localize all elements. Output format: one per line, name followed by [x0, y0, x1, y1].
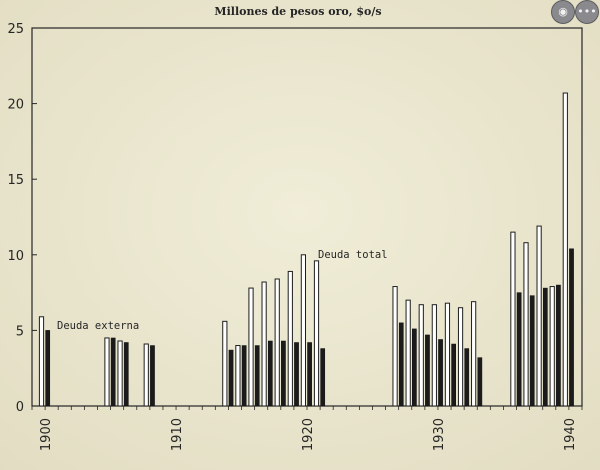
bar-deuda-total [235, 345, 241, 407]
bar-deuda-externa [110, 337, 116, 407]
bar-deuda-externa [451, 343, 456, 407]
x-tick-label: 1910 [170, 418, 185, 451]
y-tick-label: 0 [16, 400, 24, 415]
bar-deuda-total [549, 286, 555, 407]
bar-deuda-externa [412, 328, 417, 407]
bar-deuda-total [431, 304, 437, 407]
bar-deuda-externa [542, 287, 548, 407]
bar-deuda-externa [294, 342, 299, 407]
y-tick-label: 25 [7, 22, 24, 37]
bar-deuda-externa [477, 357, 483, 407]
bar-deuda-total [117, 340, 123, 407]
bar-deuda-externa [425, 334, 430, 407]
bar-deuda-externa [307, 342, 312, 407]
bar-deuda-externa [150, 345, 155, 407]
bar-deuda-total [104, 337, 110, 407]
bar-deuda-total [274, 278, 280, 407]
bar-deuda-externa [320, 348, 326, 407]
bar-deuda-externa [254, 345, 260, 407]
bar-deuda-externa [241, 345, 247, 407]
bar-deuda-externa [123, 342, 129, 407]
bar-deuda-externa [556, 284, 561, 407]
bar-deuda-total [523, 242, 529, 407]
annotation-deuda-total: Deuda total [318, 249, 388, 261]
bar-deuda-total [457, 307, 464, 407]
bar-deuda-externa [267, 340, 273, 407]
bar-deuda-total [287, 270, 293, 407]
y-tick-label: 10 [7, 249, 24, 264]
y-tick-label: 5 [16, 324, 24, 339]
bar-deuda-total [418, 304, 424, 407]
bar-deuda-total [38, 316, 45, 407]
x-tick-label: 1900 [39, 418, 54, 451]
more-icon[interactable]: ••• [575, 0, 599, 24]
bar-deuda-total [248, 287, 254, 407]
bar-deuda-total [510, 231, 516, 407]
bar-deuda-total [143, 343, 149, 407]
bar-deuda-externa [228, 349, 234, 407]
y-axis: 0 5 10 15 20 25 [7, 22, 37, 415]
y-tick-label: 20 [7, 98, 24, 113]
bar-deuda-total [392, 286, 398, 407]
bar-deuda-externa [281, 340, 286, 407]
bar-deuda-total [261, 281, 267, 407]
bar-deuda-total [313, 260, 320, 407]
x-axis: 1900 1910 1920 1930 1940 [31, 406, 583, 451]
target-icon[interactable]: ◉ [551, 0, 575, 24]
bar-deuda-externa [569, 248, 574, 407]
x-tick-label: 1930 [432, 418, 447, 451]
bar-deuda-total [536, 225, 542, 407]
x-tick-label: 1940 [563, 418, 578, 451]
bars-layer [38, 92, 574, 407]
bar-deuda-total [562, 92, 568, 407]
x-tick-label: 1920 [301, 418, 316, 451]
bar-deuda-total [222, 320, 228, 407]
annotation-deuda-externa: Deuda externa [57, 320, 139, 332]
y-tick-label: 15 [7, 173, 24, 188]
bar-deuda-externa [529, 295, 535, 407]
bar-deuda-total [444, 302, 451, 407]
bar-deuda-externa [45, 330, 51, 407]
bar-deuda-externa [398, 322, 404, 407]
chart-title: Millones de pesos oro, $o/s [214, 5, 381, 18]
bar-deuda-total [405, 299, 411, 407]
bar-deuda-externa [438, 339, 443, 407]
bar-deuda-externa [464, 348, 470, 407]
bar-deuda-externa [516, 292, 522, 407]
bar-deuda-total [471, 301, 477, 407]
bar-deuda-total [300, 254, 306, 407]
